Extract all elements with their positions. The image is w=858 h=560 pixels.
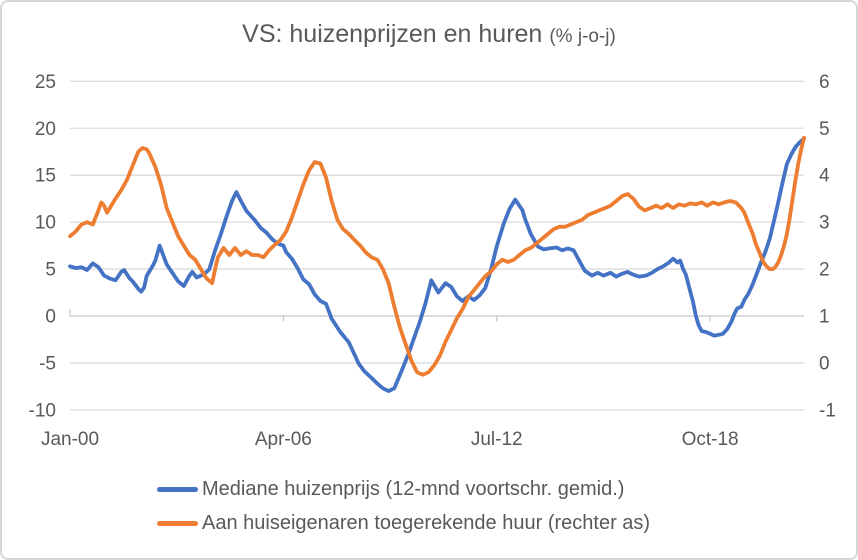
chart-title-suffix: (% j-o-j) (549, 26, 616, 47)
right-axis-tick-label: 0 (819, 353, 830, 374)
right-axis-tick-label: 6 (819, 72, 830, 93)
right-axis-tick-label: 4 (819, 166, 830, 187)
legend-item-toegerekende-huur: Aan huiseigenaren toegerekende huur (rec… (157, 512, 650, 535)
left-axis-tick-label: -10 (29, 400, 56, 421)
right-axis-tick-label: -1 (819, 400, 836, 421)
chart-title-main: VS: huizenprijzen en huren (242, 20, 543, 48)
left-axis-tick-label: 0 (45, 307, 56, 328)
right-axis-tick-label: 5 (819, 119, 830, 140)
left-axis-tick-label: 20 (35, 119, 56, 140)
left-axis-tick-label: 25 (35, 72, 56, 93)
legend-swatch-orange-line (157, 521, 198, 526)
left-axis-tick-label: 10 (35, 213, 56, 234)
legend-swatch-blue-line (157, 487, 198, 492)
chart-title: VS: huizenprijzen en huren (% j-o-j) (2, 20, 856, 49)
right-axis-tick-label: 1 (819, 307, 830, 328)
legend-item-mediane-huizenprijs: Mediane huizenprijs (12-mnd voortschr. g… (157, 478, 650, 501)
x-axis-tick-label: Jul-12 (471, 429, 523, 450)
left-axis-tick-label: 15 (35, 166, 56, 187)
x-axis-tick-label: Apr-06 (255, 429, 312, 450)
legend-label: Mediane huizenprijs (12-mnd voortschr. g… (202, 478, 625, 500)
x-axis-tick-label: Oct-18 (682, 429, 739, 450)
right-axis-tick-label: 2 (819, 260, 830, 281)
right-axis-tick-label: 3 (819, 213, 830, 234)
legend-label: Aan huiseigenaren toegerekende huur (rec… (202, 512, 651, 534)
series-line-toegerekende-huur (68, 135, 806, 377)
left-axis-tick-label: -5 (39, 353, 56, 374)
left-axis-tick-label: 5 (45, 260, 56, 281)
series-line-mediane-huizenprijs (68, 136, 806, 394)
x-axis-tick-label: Jan-00 (41, 429, 99, 450)
chart-legend: Mediane huizenprijs (12-mnd voortschr. g… (157, 478, 650, 535)
